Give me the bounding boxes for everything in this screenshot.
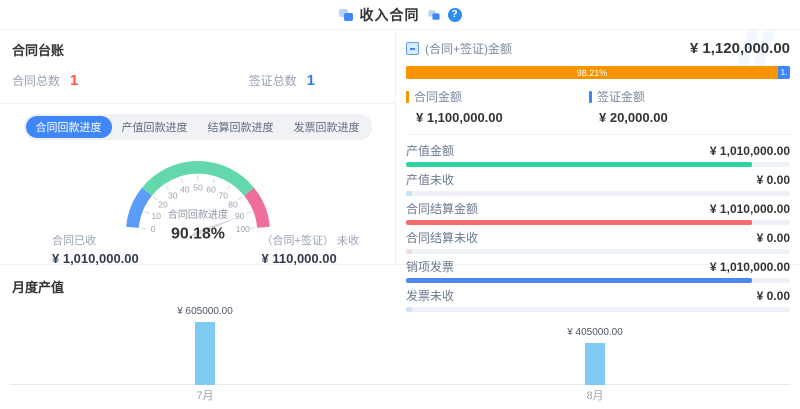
svg-text:70: 70	[218, 190, 228, 200]
gauge-stats: 合同已收 ¥ 1,010,000.00 （合同+签证） 未收 ¥ 110,000…	[0, 232, 395, 266]
metric-progress-track	[406, 191, 790, 196]
tab-发票回款进度[interactable]: 发票回款进度	[293, 122, 360, 134]
legend-item: 合同金额 ¥ 1,100,000.00	[406, 88, 589, 125]
svg-text:50: 50	[193, 183, 203, 193]
summary-label: (合同+签证)金额	[425, 42, 513, 56]
tab-合同回款进度[interactable]: 合同回款进度	[25, 116, 112, 138]
contract-ledger-section: 合同台账 合同总数 1 签证总数 1	[0, 30, 395, 104]
tab-结算回款进度[interactable]: 结算回款进度	[207, 122, 274, 134]
ledger-stats: 合同总数 1 签证总数 1	[12, 72, 383, 89]
documents-icon	[427, 9, 440, 20]
tab-产值回款进度[interactable]: 产值回款进度	[121, 122, 188, 134]
metric-row: 合同结算未收 ¥ 0.00	[406, 225, 790, 254]
svg-text:80: 80	[228, 199, 238, 209]
contract-icon	[406, 42, 419, 55]
metric-row: 产值未收 ¥ 0.00	[406, 167, 790, 196]
metric-progress-track	[406, 307, 790, 312]
metric-progress-track	[406, 278, 790, 283]
metric-row: 合同结算金额 ¥ 1,010,000.00	[406, 196, 790, 225]
bar-8月	[585, 343, 605, 385]
payment-progress-section: 合同回款进度 产值回款进度 结算回款进度 发票回款进度 0 10 20 30 40 50 60 70…	[0, 114, 395, 274]
visa-segment: 1.	[778, 66, 790, 79]
svg-text:20: 20	[158, 199, 168, 209]
amount-summary: (合同+签证)金额 ¥ 1,120,000.00 98.21% 1. 合同金额 …	[406, 40, 790, 135]
ledger-stat: 合同总数 1	[12, 72, 79, 89]
bar-7月	[195, 322, 215, 385]
progress-tabs: 合同回款进度 产值回款进度 结算回款进度 发票回款进度	[23, 114, 372, 140]
legend-item: 签证金额 ¥ 20,000.00	[589, 88, 772, 125]
page-title: 收入合同	[359, 6, 420, 23]
metric-progress-fill	[406, 220, 752, 225]
svg-text:60: 60	[206, 185, 216, 195]
monthly-output-section: 月度产值 ¥ 605000.00 7月 ¥ 405000.00 8月	[0, 265, 800, 409]
ledger-title: 合同台账	[12, 43, 65, 58]
svg-text:合同回款进度: 合同回款进度	[167, 208, 227, 221]
metric-progress-track	[406, 249, 790, 254]
page-header: 收入合同 ?	[0, 0, 800, 30]
x-axis-line	[10, 384, 790, 385]
legend-marker	[406, 90, 409, 103]
x-axis-label: 8月	[586, 390, 604, 402]
left-panel: 合同台账 合同总数 1 签证总数 1 合同回款进度 产值回款进度 结算回款进度 发票回…	[0, 30, 396, 266]
dashboard-top: 合同台账 合同总数 1 签证总数 1 合同回款进度 产值回款进度 结算回款进度 发票回…	[0, 30, 800, 312]
metric-progress-track	[406, 220, 790, 225]
summary-total: ¥ 1,120,000.00	[689, 40, 790, 57]
svg-text:90.18%: 90.18%	[171, 225, 225, 242]
contract-segment: 98.21%	[406, 66, 778, 79]
svg-text:30: 30	[168, 190, 178, 200]
metric-progress-fill	[406, 278, 752, 283]
metric-progress-fill	[406, 249, 412, 254]
contract-visa-ratio-bar: 98.21% 1.	[406, 66, 790, 79]
watermark-decoration	[736, 30, 776, 66]
metric-row: 销项发票 ¥ 1,010,000.00	[406, 254, 790, 283]
metric-progress-fill	[406, 162, 752, 167]
metrics-list: 产值金额 ¥ 1,010,000.00 产值未收 ¥ 0.00 合同结算金额 ¥…	[406, 138, 790, 312]
metric-row: 产值金额 ¥ 1,010,000.00	[406, 138, 790, 167]
bar-value-label: ¥ 605000.00	[177, 306, 233, 317]
help-icon[interactable]: ?	[447, 7, 462, 22]
ratio-legend: 合同金额 ¥ 1,100,000.00 签证金额 ¥ 20,000.00	[406, 88, 790, 125]
progress-gauge: 0 10 20 30 40 50 60 70 80 90 100 合同回款进度 90.18%	[92, 150, 304, 249]
gauge-stat: 合同已收 ¥ 1,010,000.00	[52, 235, 139, 266]
legend-marker	[589, 90, 592, 103]
gauge-stat: （合同+签证） 未收 ¥ 110,000.00	[261, 235, 359, 266]
svg-text:10: 10	[151, 211, 161, 221]
metric-progress-fill	[406, 307, 412, 312]
svg-text:90: 90	[235, 211, 245, 221]
svg-text:100: 100	[235, 224, 249, 234]
svg-text:0: 0	[150, 224, 155, 234]
metric-progress-track	[406, 162, 790, 167]
right-panel: (合同+签证)金额 ¥ 1,120,000.00 98.21% 1. 合同金额 …	[396, 30, 800, 312]
svg-text:40: 40	[180, 185, 190, 195]
metric-row: 发票未收 ¥ 0.00	[406, 283, 790, 312]
monthly-chart-title: 月度产值	[12, 280, 65, 295]
bar-value-label: ¥ 405000.00	[567, 327, 623, 338]
ledger-stat: 签证总数 1	[248, 72, 315, 89]
documents-icon	[338, 8, 353, 21]
x-axis-label: 7月	[196, 390, 214, 402]
monthly-bar-chart: ¥ 605000.00 7月 ¥ 405000.00 8月	[10, 265, 790, 409]
metric-progress-fill	[406, 191, 412, 196]
